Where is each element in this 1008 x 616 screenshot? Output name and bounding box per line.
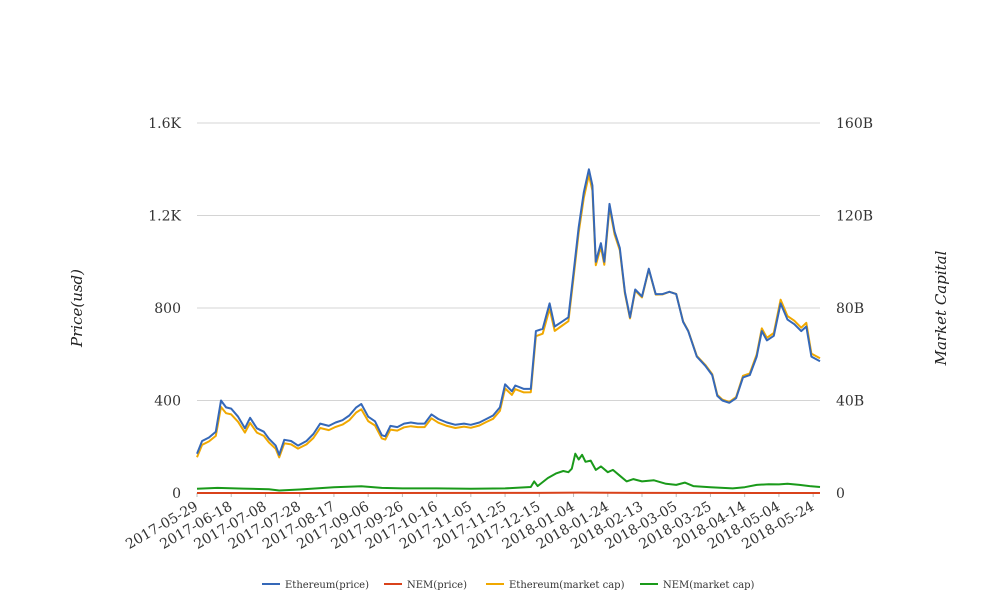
series-line-ethereum-market-cap <box>196 173 821 459</box>
y-tick-label: 1.2K <box>148 209 181 225</box>
legend-label: Ethereum(market cap) <box>509 580 625 591</box>
legend-label: NEM(price) <box>407 580 467 591</box>
y-tick-label: 0 <box>172 486 181 502</box>
series-lines <box>196 168 821 494</box>
y2-tick-label: 40B <box>836 394 864 410</box>
y-axis-title: Price(usd) <box>68 269 86 348</box>
gridlines <box>197 122 820 494</box>
y2-tick-label: 80B <box>836 301 864 317</box>
y2-axis-title: Market Capital <box>932 250 950 366</box>
series-line-ethereum-price <box>196 168 821 456</box>
legend-label: NEM(market cap) <box>663 580 755 591</box>
y-tick-label: 1.6K <box>148 116 181 132</box>
y2-tick-label: 120B <box>836 209 873 225</box>
legend-label: Ethereum(price) <box>285 580 369 591</box>
y2-tick-label: 0 <box>836 486 845 502</box>
legend: Ethereum(price) NEM(price) Ethereum(market… <box>262 580 755 591</box>
y-tick-label: 800 <box>154 301 181 317</box>
y-tick-label: 400 <box>154 394 181 410</box>
y2-tick-label: 160B <box>836 116 873 132</box>
series-line-nem-market-cap <box>196 452 821 492</box>
